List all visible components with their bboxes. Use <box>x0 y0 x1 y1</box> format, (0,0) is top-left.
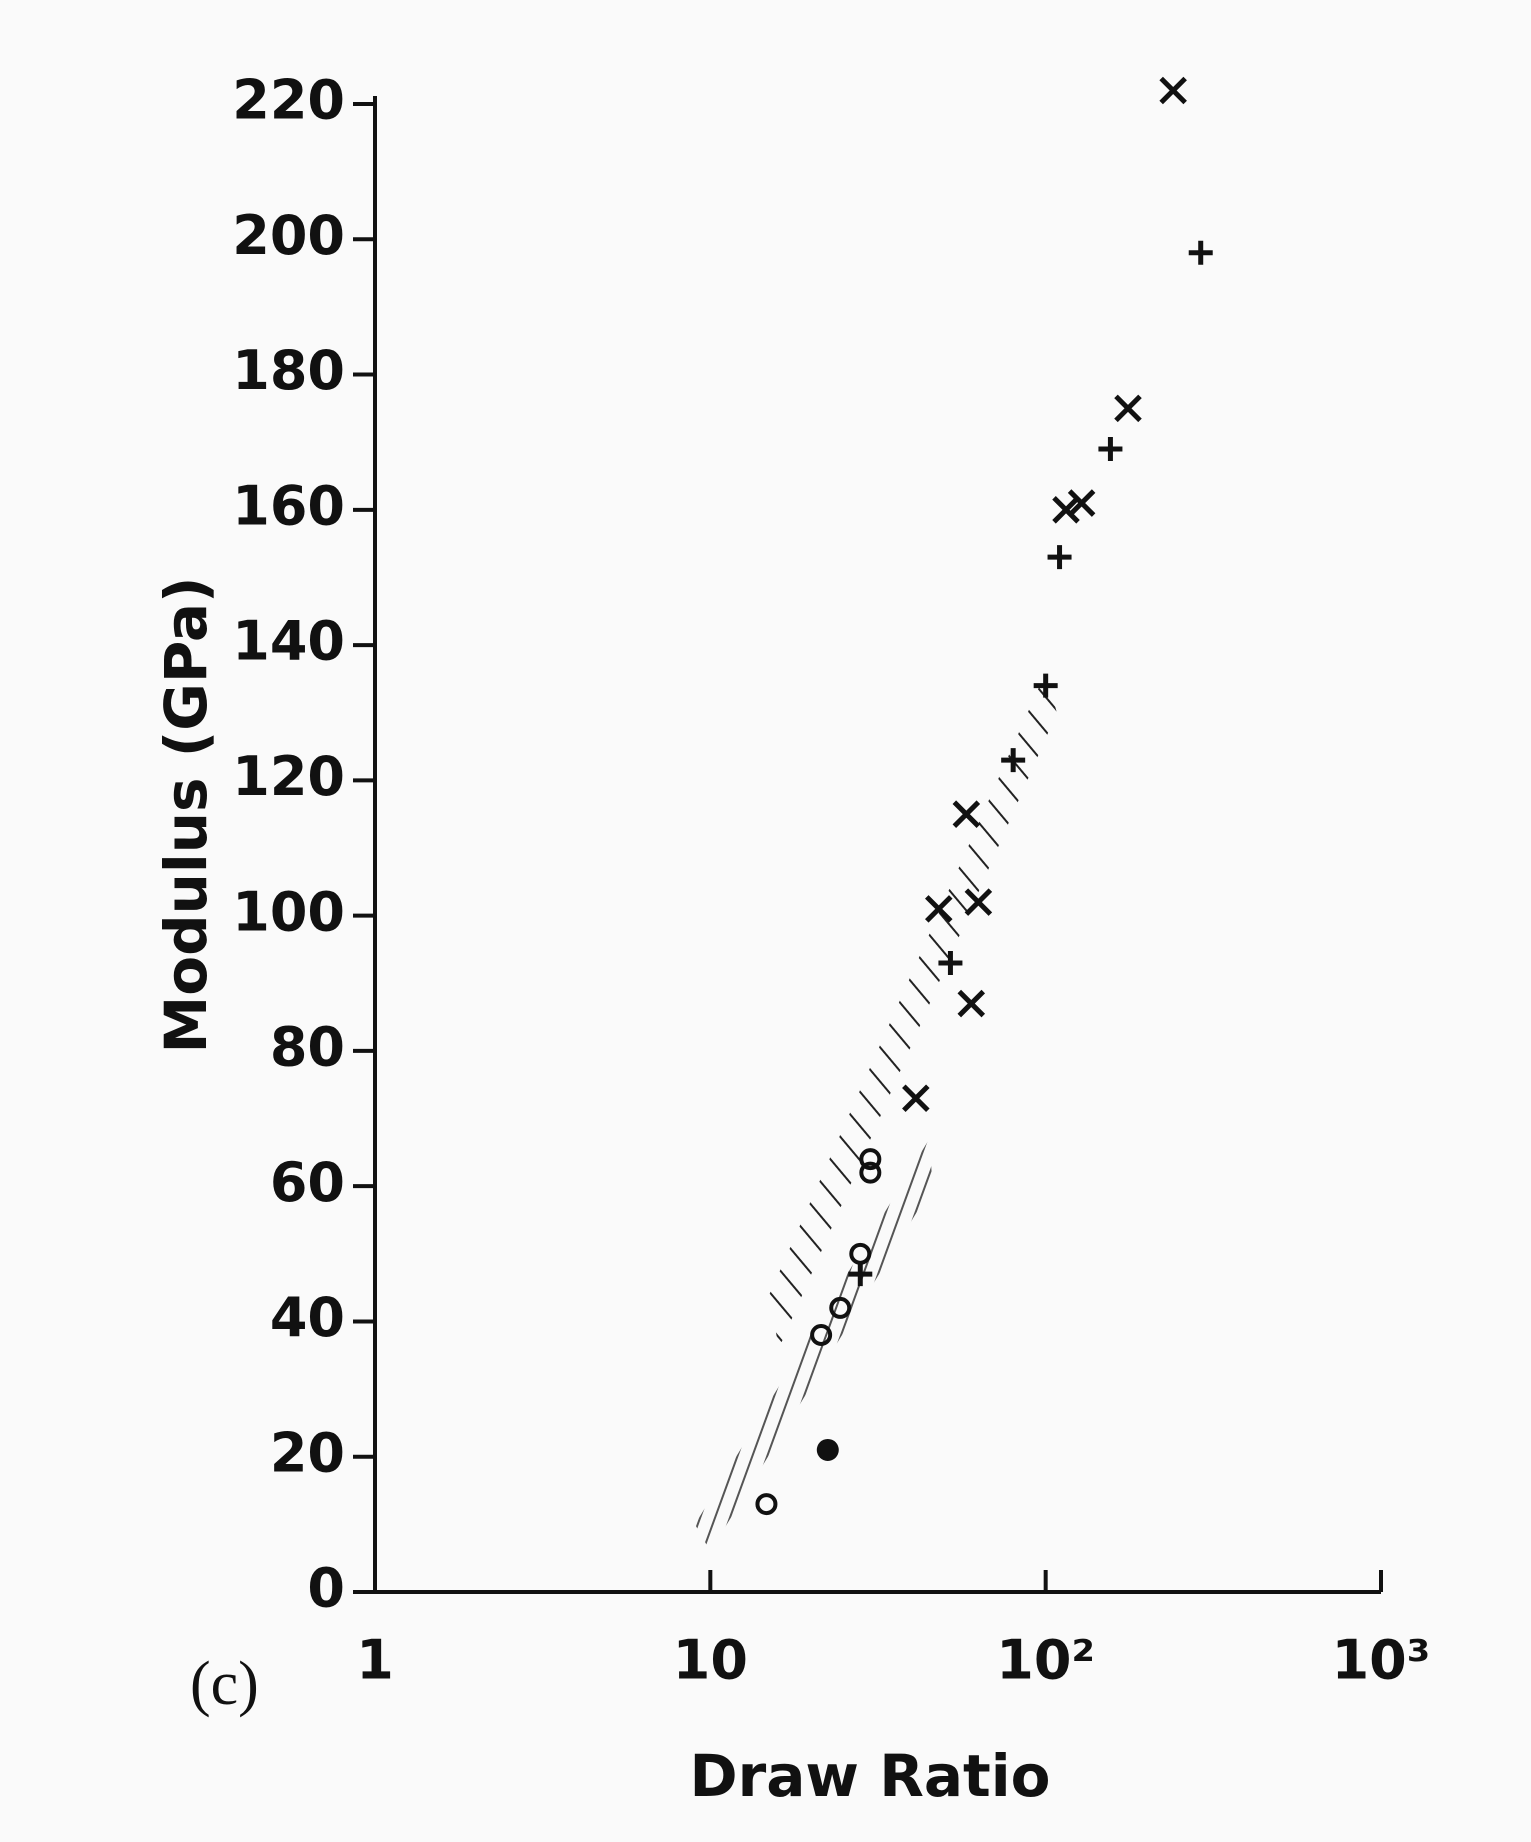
marker <box>849 1242 872 1265</box>
marker <box>938 950 963 975</box>
marker <box>1001 748 1026 773</box>
y-axis-title: Modulus (GPa) <box>152 577 220 1054</box>
marker <box>964 888 993 916</box>
x-tick-label: 10² <box>996 1629 1095 1692</box>
marker <box>1188 240 1213 265</box>
x-axis-title: Draw Ratio <box>690 1742 1051 1810</box>
marker <box>952 800 981 828</box>
marker <box>1033 673 1058 698</box>
marker <box>1114 394 1142 423</box>
marker <box>848 1262 873 1287</box>
marker <box>1098 436 1123 461</box>
hatched-band <box>694 1138 933 1552</box>
marker <box>829 1296 852 1319</box>
marker <box>859 1148 882 1171</box>
marker <box>1052 496 1080 524</box>
y-tick-label: 40 <box>270 1286 345 1349</box>
marker <box>1047 545 1072 570</box>
y-tick-label: 80 <box>270 1016 345 1079</box>
marker <box>1159 76 1187 105</box>
marker <box>755 1493 778 1516</box>
x-tick-label: 10 <box>673 1629 748 1692</box>
marker <box>957 989 986 1018</box>
y-tick-label: 60 <box>270 1151 345 1214</box>
y-tick-label: 180 <box>232 339 345 402</box>
hatched-band <box>769 672 1057 1349</box>
x-tick-label: 10³ <box>1332 1629 1431 1692</box>
panel-label: (c) <box>190 1650 259 1718</box>
y-tick-label: 0 <box>307 1557 345 1620</box>
marker <box>810 1323 833 1346</box>
y-tick-label: 160 <box>232 474 345 537</box>
y-tick-label: 140 <box>232 610 345 673</box>
x-tick-label: 1 <box>356 1629 394 1692</box>
marker <box>816 1438 839 1461</box>
marker <box>859 1161 882 1184</box>
y-tick-label: 20 <box>270 1421 345 1484</box>
marker <box>925 895 953 923</box>
marker <box>1067 489 1096 517</box>
y-tick-label: 220 <box>232 69 345 132</box>
y-tick-label: 100 <box>232 880 345 943</box>
y-tick-label: 200 <box>232 204 345 267</box>
y-tick-label: 120 <box>232 745 345 808</box>
marker <box>902 1084 930 1113</box>
